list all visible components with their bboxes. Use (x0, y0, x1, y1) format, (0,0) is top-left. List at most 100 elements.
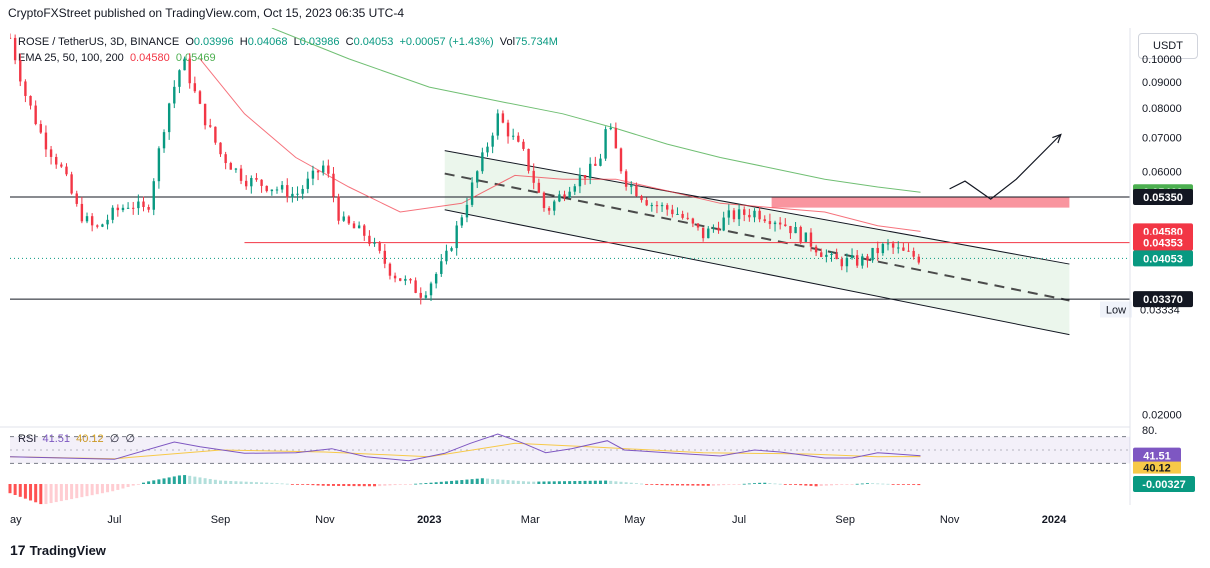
macd-bar (794, 484, 798, 485)
candle-body (280, 185, 284, 190)
ema-label[interactable]: EMA 25, 50, 100, 200 (18, 52, 124, 64)
macd-histogram (8, 475, 921, 505)
macd-bar (799, 484, 803, 486)
candle-body (891, 243, 895, 248)
y-tick-label: 0.02000 (1142, 409, 1182, 421)
candle-body (142, 201, 145, 208)
resistance-zone (771, 197, 1070, 208)
candle-body (260, 179, 263, 186)
rsi-label[interactable]: RSI (18, 433, 37, 445)
candle-body (737, 209, 741, 220)
candle-body (753, 210, 756, 218)
candle-body (712, 227, 715, 229)
candle-body (39, 124, 43, 133)
macd-bar (383, 484, 387, 486)
macd-bar (521, 481, 525, 484)
candle-body (332, 173, 335, 197)
macd-bar (59, 484, 63, 502)
symbol-name[interactable]: ROSE / TetherUS, 3D, BINANCE (18, 36, 180, 48)
macd-bar (80, 484, 84, 498)
macd-bar (537, 481, 541, 484)
candle-body (203, 103, 207, 126)
macd-bar (758, 482, 762, 484)
projection-path (949, 134, 1062, 200)
macd-bar (270, 482, 274, 484)
macd-bar (254, 482, 258, 484)
macd-bar (532, 481, 536, 484)
candle-body (614, 127, 618, 149)
macd-bar (403, 484, 407, 485)
macd-bar (660, 484, 664, 486)
rsi-empty-2: ∅ (125, 433, 136, 445)
candle-body (239, 168, 243, 181)
high-value: 0.04068 (247, 36, 288, 48)
candle-body (383, 250, 387, 264)
candle-body (306, 178, 309, 189)
price-label-text: 0.03370 (1143, 294, 1183, 306)
candle-body (897, 247, 900, 249)
candle-body (70, 174, 73, 194)
candle-body (440, 261, 443, 274)
macd-bar (470, 479, 474, 484)
candle-body (101, 224, 104, 227)
candle-body (255, 178, 258, 180)
rsi-empty-1: ∅ (109, 433, 120, 445)
macd-bar (362, 484, 366, 487)
macd-bar (285, 483, 289, 485)
channel-mid-dashed-line (444, 172, 1070, 302)
macd-bar (675, 484, 679, 486)
low-label: L (293, 36, 300, 48)
macd-bar (701, 484, 705, 486)
macd-bar (907, 484, 911, 485)
candle-body (845, 257, 849, 267)
x-tick-label: Sep (211, 514, 231, 526)
candle-body (666, 205, 669, 210)
macd-bar (511, 480, 515, 484)
candle-body (347, 216, 351, 224)
macd-bar (306, 484, 310, 485)
candle-body (132, 207, 135, 209)
candle-body (301, 188, 304, 194)
candle-body (583, 174, 587, 179)
macd-bar (768, 483, 772, 484)
candle-body (866, 256, 869, 261)
change-value: +0.00057 (+1.43%) (399, 36, 494, 48)
candle-body (501, 113, 505, 123)
rsi-line (9, 433, 921, 462)
tradingview-logo[interactable]: 17 TradingView (10, 542, 106, 558)
candle-body (337, 196, 340, 221)
macd-bar (321, 484, 325, 486)
candle-body (804, 232, 808, 242)
macd-bar (619, 481, 623, 484)
candle-body (137, 201, 140, 209)
macd-bar (367, 484, 371, 487)
channel-upper-line (444, 150, 1070, 265)
candle-body (465, 204, 469, 218)
candle-body (316, 170, 320, 173)
macd-bar (665, 484, 669, 486)
candle-body (902, 247, 905, 251)
macd-bar (871, 483, 875, 485)
macd-bar (696, 484, 700, 486)
macd-bar (747, 483, 751, 485)
macd-bar (912, 484, 916, 485)
macd-bar (408, 484, 412, 485)
macd-bar (106, 484, 110, 493)
candle-body (748, 214, 751, 218)
candle-body (917, 256, 920, 263)
candle-body (809, 232, 813, 247)
rsi-axis-label: 80. (1142, 425, 1157, 437)
candle-body (429, 283, 433, 296)
macd-bar (141, 482, 145, 484)
candle-body (506, 122, 510, 137)
macd-bar (54, 484, 58, 503)
candle-body (152, 181, 155, 210)
candle-body (24, 81, 27, 96)
macd-bar (121, 484, 125, 489)
candle-body (96, 225, 99, 227)
macd-bar (876, 483, 880, 485)
currency-button[interactable]: USDT (1138, 33, 1198, 59)
candle-body (327, 165, 330, 174)
candle-body (558, 194, 561, 202)
